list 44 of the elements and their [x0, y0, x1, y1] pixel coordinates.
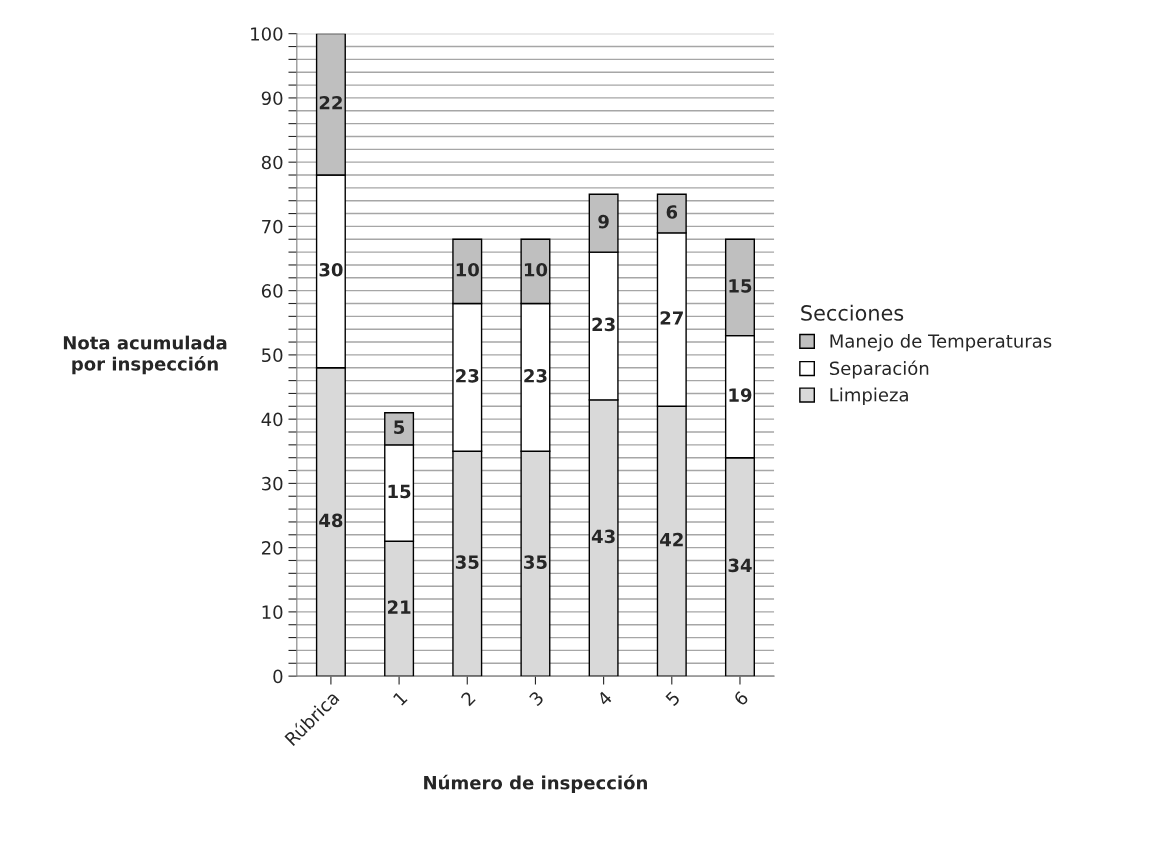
data-label: 35 [524, 555, 547, 569]
data-label: 34 [728, 558, 752, 573]
data-label: 22 [319, 95, 342, 110]
data-label: 15 [388, 484, 411, 499]
y-tick-label: 20 [261, 541, 283, 555]
legend-title: Secciones [801, 304, 904, 321]
y-tick-label: 50 [262, 348, 283, 363]
data-label: 30 [319, 262, 343, 277]
data-label: 15 [729, 279, 752, 293]
y-tick-label: 10 [262, 605, 283, 619]
legend-label: Limpieza [830, 387, 908, 406]
data-label: 23 [524, 368, 547, 383]
y-tick-label: 0 [273, 669, 283, 684]
x-tick-label: 3 [528, 690, 545, 707]
y-tick-label: 80 [261, 155, 283, 170]
data-label: 27 [660, 311, 683, 325]
data-label: 42 [660, 532, 683, 547]
y-tick-label: 40 [261, 412, 283, 427]
legend-label: Manejo de Temperaturas [830, 333, 1052, 352]
data-label: 10 [524, 262, 548, 277]
data-label: 48 [319, 513, 343, 528]
x-tick-label: 1 [392, 690, 408, 706]
data-label: 23 [592, 317, 615, 332]
data-label: 43 [591, 529, 615, 544]
y-tick-label: 70 [262, 219, 283, 234]
data-label: 23 [456, 368, 479, 383]
data-label: 5 [394, 420, 405, 435]
legend-label: Separación [829, 360, 929, 379]
y-tick-label: 90 [261, 91, 283, 106]
x-axis-title: Número de inspección [424, 774, 647, 794]
data-label: 35 [455, 555, 479, 569]
x-tick-label: 5 [665, 690, 681, 707]
y-axis-title: Nota acumulada por inspección [63, 335, 227, 375]
data-label: 21 [387, 600, 411, 614]
x-tick-label: 2 [460, 690, 476, 707]
data-label: 19 [729, 388, 752, 402]
data-label: 6 [666, 205, 678, 219]
data-label: 10 [456, 262, 479, 277]
x-tick-label: 4 [596, 690, 613, 707]
y-tick-label: 60 [261, 284, 283, 298]
y-tick-label: 30 [262, 476, 283, 491]
data-label: 9 [598, 214, 609, 229]
x-tick-label: 6 [732, 690, 750, 707]
y-tick-label: 100 [251, 27, 283, 41]
